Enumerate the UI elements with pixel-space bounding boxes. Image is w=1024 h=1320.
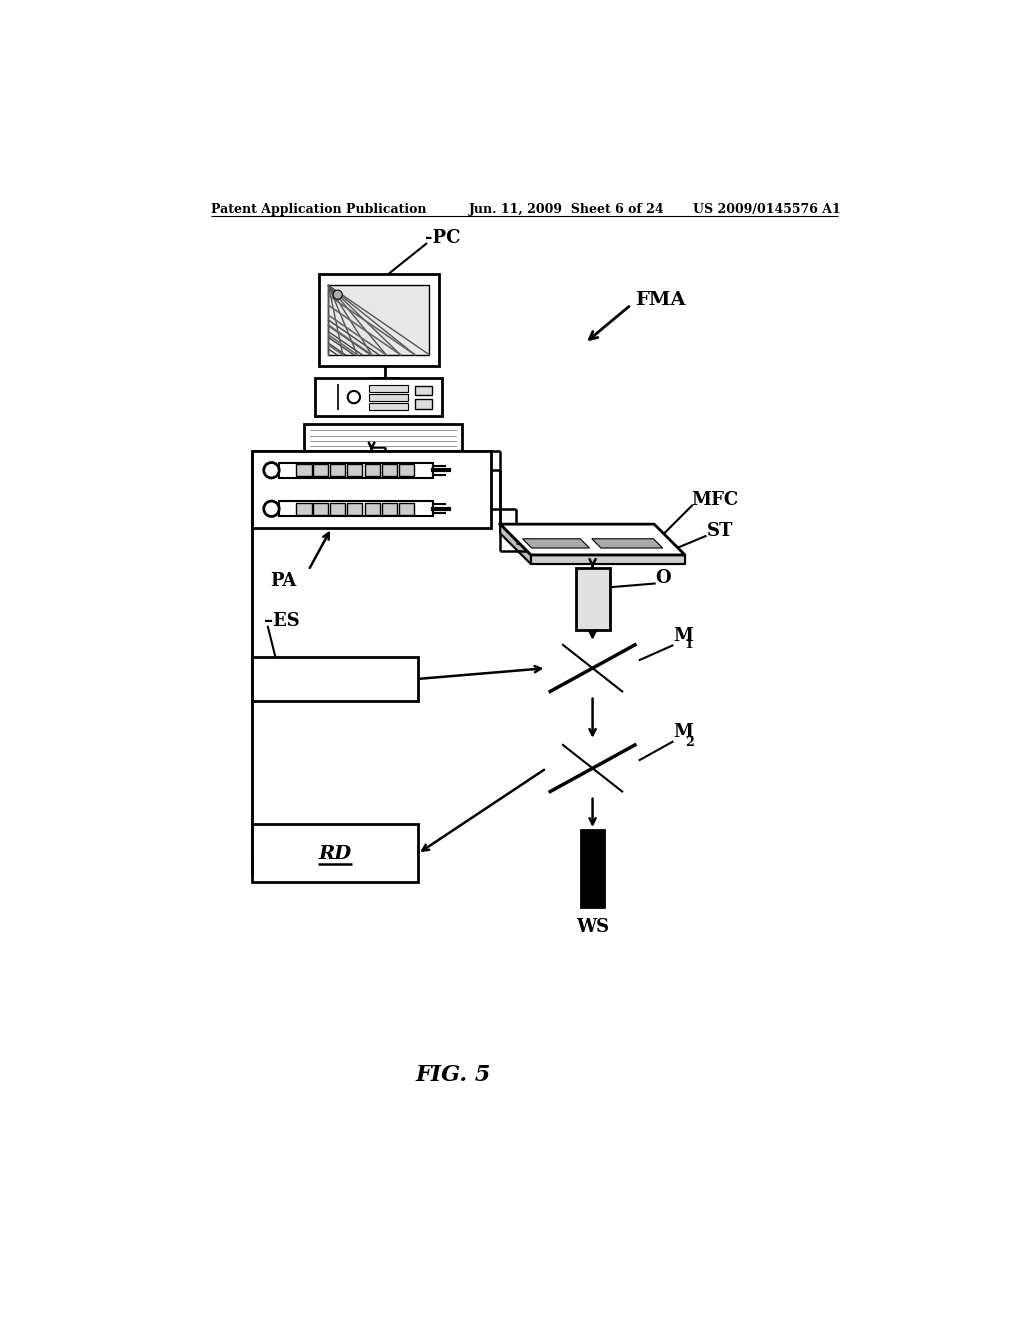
- Text: WS: WS: [575, 919, 609, 936]
- Bar: [296, 465, 311, 477]
- Bar: [416, 385, 432, 395]
- Bar: [313, 465, 329, 477]
- Bar: [365, 465, 380, 477]
- Bar: [370, 385, 408, 392]
- Bar: [370, 404, 408, 411]
- Bar: [347, 465, 362, 477]
- Bar: [280, 462, 433, 478]
- Text: Jun. 11, 2009  Sheet 6 of 24: Jun. 11, 2009 Sheet 6 of 24: [469, 203, 665, 216]
- Bar: [347, 503, 362, 515]
- Bar: [304, 424, 462, 451]
- Bar: [398, 503, 414, 515]
- Text: M: M: [674, 723, 693, 742]
- Bar: [398, 465, 414, 477]
- Bar: [313, 503, 329, 515]
- Text: -PC: -PC: [425, 228, 460, 247]
- Polygon shape: [500, 524, 685, 554]
- Text: 1: 1: [685, 638, 693, 651]
- Bar: [416, 400, 432, 409]
- Bar: [252, 656, 418, 701]
- Text: US 2009/0145576 A1: US 2009/0145576 A1: [692, 203, 841, 216]
- Bar: [382, 465, 397, 477]
- Text: O: O: [655, 569, 672, 587]
- Text: FIG. 5: FIG. 5: [416, 1064, 490, 1086]
- Bar: [315, 378, 442, 416]
- Bar: [330, 503, 345, 515]
- Text: ST: ST: [707, 523, 733, 540]
- Polygon shape: [592, 539, 663, 548]
- Text: RD: RD: [318, 845, 351, 863]
- Polygon shape: [531, 554, 685, 564]
- Polygon shape: [500, 524, 531, 564]
- Text: M: M: [674, 627, 693, 645]
- Bar: [319, 275, 438, 367]
- Text: –ES: –ES: [264, 611, 299, 630]
- Bar: [370, 395, 408, 401]
- Text: PA: PA: [270, 572, 296, 590]
- Bar: [330, 465, 345, 477]
- Bar: [280, 502, 433, 516]
- Bar: [365, 503, 380, 515]
- Bar: [382, 503, 397, 515]
- Text: Patent Application Publication: Patent Application Publication: [211, 203, 427, 216]
- Text: MFC: MFC: [691, 491, 738, 508]
- Text: 2: 2: [685, 737, 693, 748]
- Bar: [329, 285, 429, 355]
- Polygon shape: [522, 539, 590, 548]
- Circle shape: [333, 290, 342, 300]
- Bar: [575, 568, 610, 630]
- Bar: [581, 830, 604, 907]
- Text: FMA: FMA: [635, 290, 685, 309]
- Bar: [252, 451, 490, 528]
- Bar: [296, 503, 311, 515]
- Bar: [252, 825, 418, 882]
